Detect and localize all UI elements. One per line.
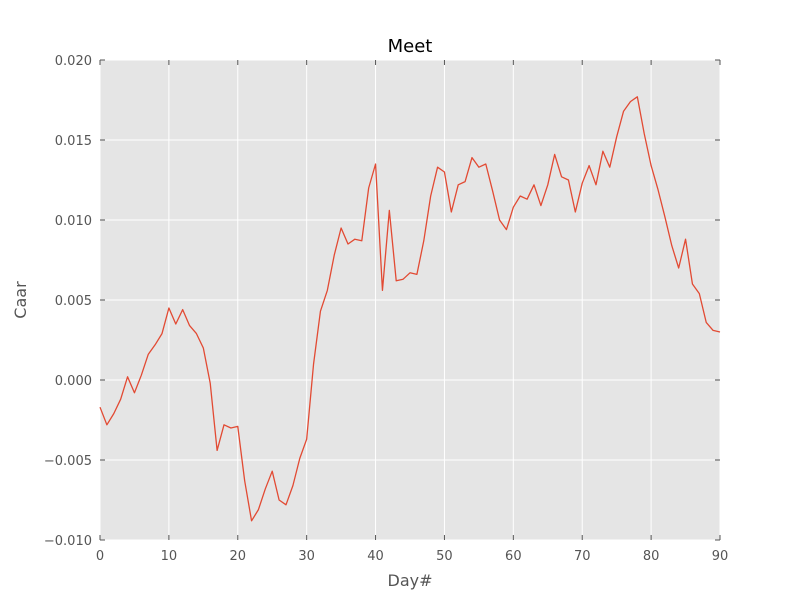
y-tick-label: 0.015 (55, 134, 92, 149)
series-layer (99, 96, 721, 522)
y-tick-label: 0.005 (55, 294, 92, 309)
y-tick-label: 0.020 (55, 54, 92, 69)
x-tick-label: 10 (161, 549, 178, 564)
chart-title: Meet (388, 36, 433, 57)
y-tick-label: −0.005 (44, 454, 92, 469)
x-tick-label: 80 (643, 549, 660, 564)
x-axis-label: Day# (388, 571, 433, 590)
x-tick-label: 20 (230, 549, 247, 564)
y-axis-label: Caar (11, 281, 30, 319)
x-tick-label: 0 (96, 549, 104, 564)
series-line (99, 96, 721, 522)
x-tick-label: 40 (367, 549, 384, 564)
x-tick-label: 90 (712, 549, 729, 564)
y-tick-labels: −0.010 −0.005 0.000 0.005 0.010 0.015 0.020 (44, 54, 92, 549)
y-tick-label: 0.010 (55, 214, 92, 229)
x-tick-label: 70 (574, 549, 591, 564)
x-tick-label: 50 (436, 549, 453, 564)
x-tick-label: 60 (505, 549, 522, 564)
tick-marks (99, 59, 721, 541)
x-tick-labels: 0 10 20 30 40 50 60 70 80 90 (96, 549, 728, 564)
y-tick-label: 0.000 (55, 374, 92, 389)
y-tick-label: −0.010 (44, 534, 92, 549)
x-tick-label: 30 (298, 549, 315, 564)
